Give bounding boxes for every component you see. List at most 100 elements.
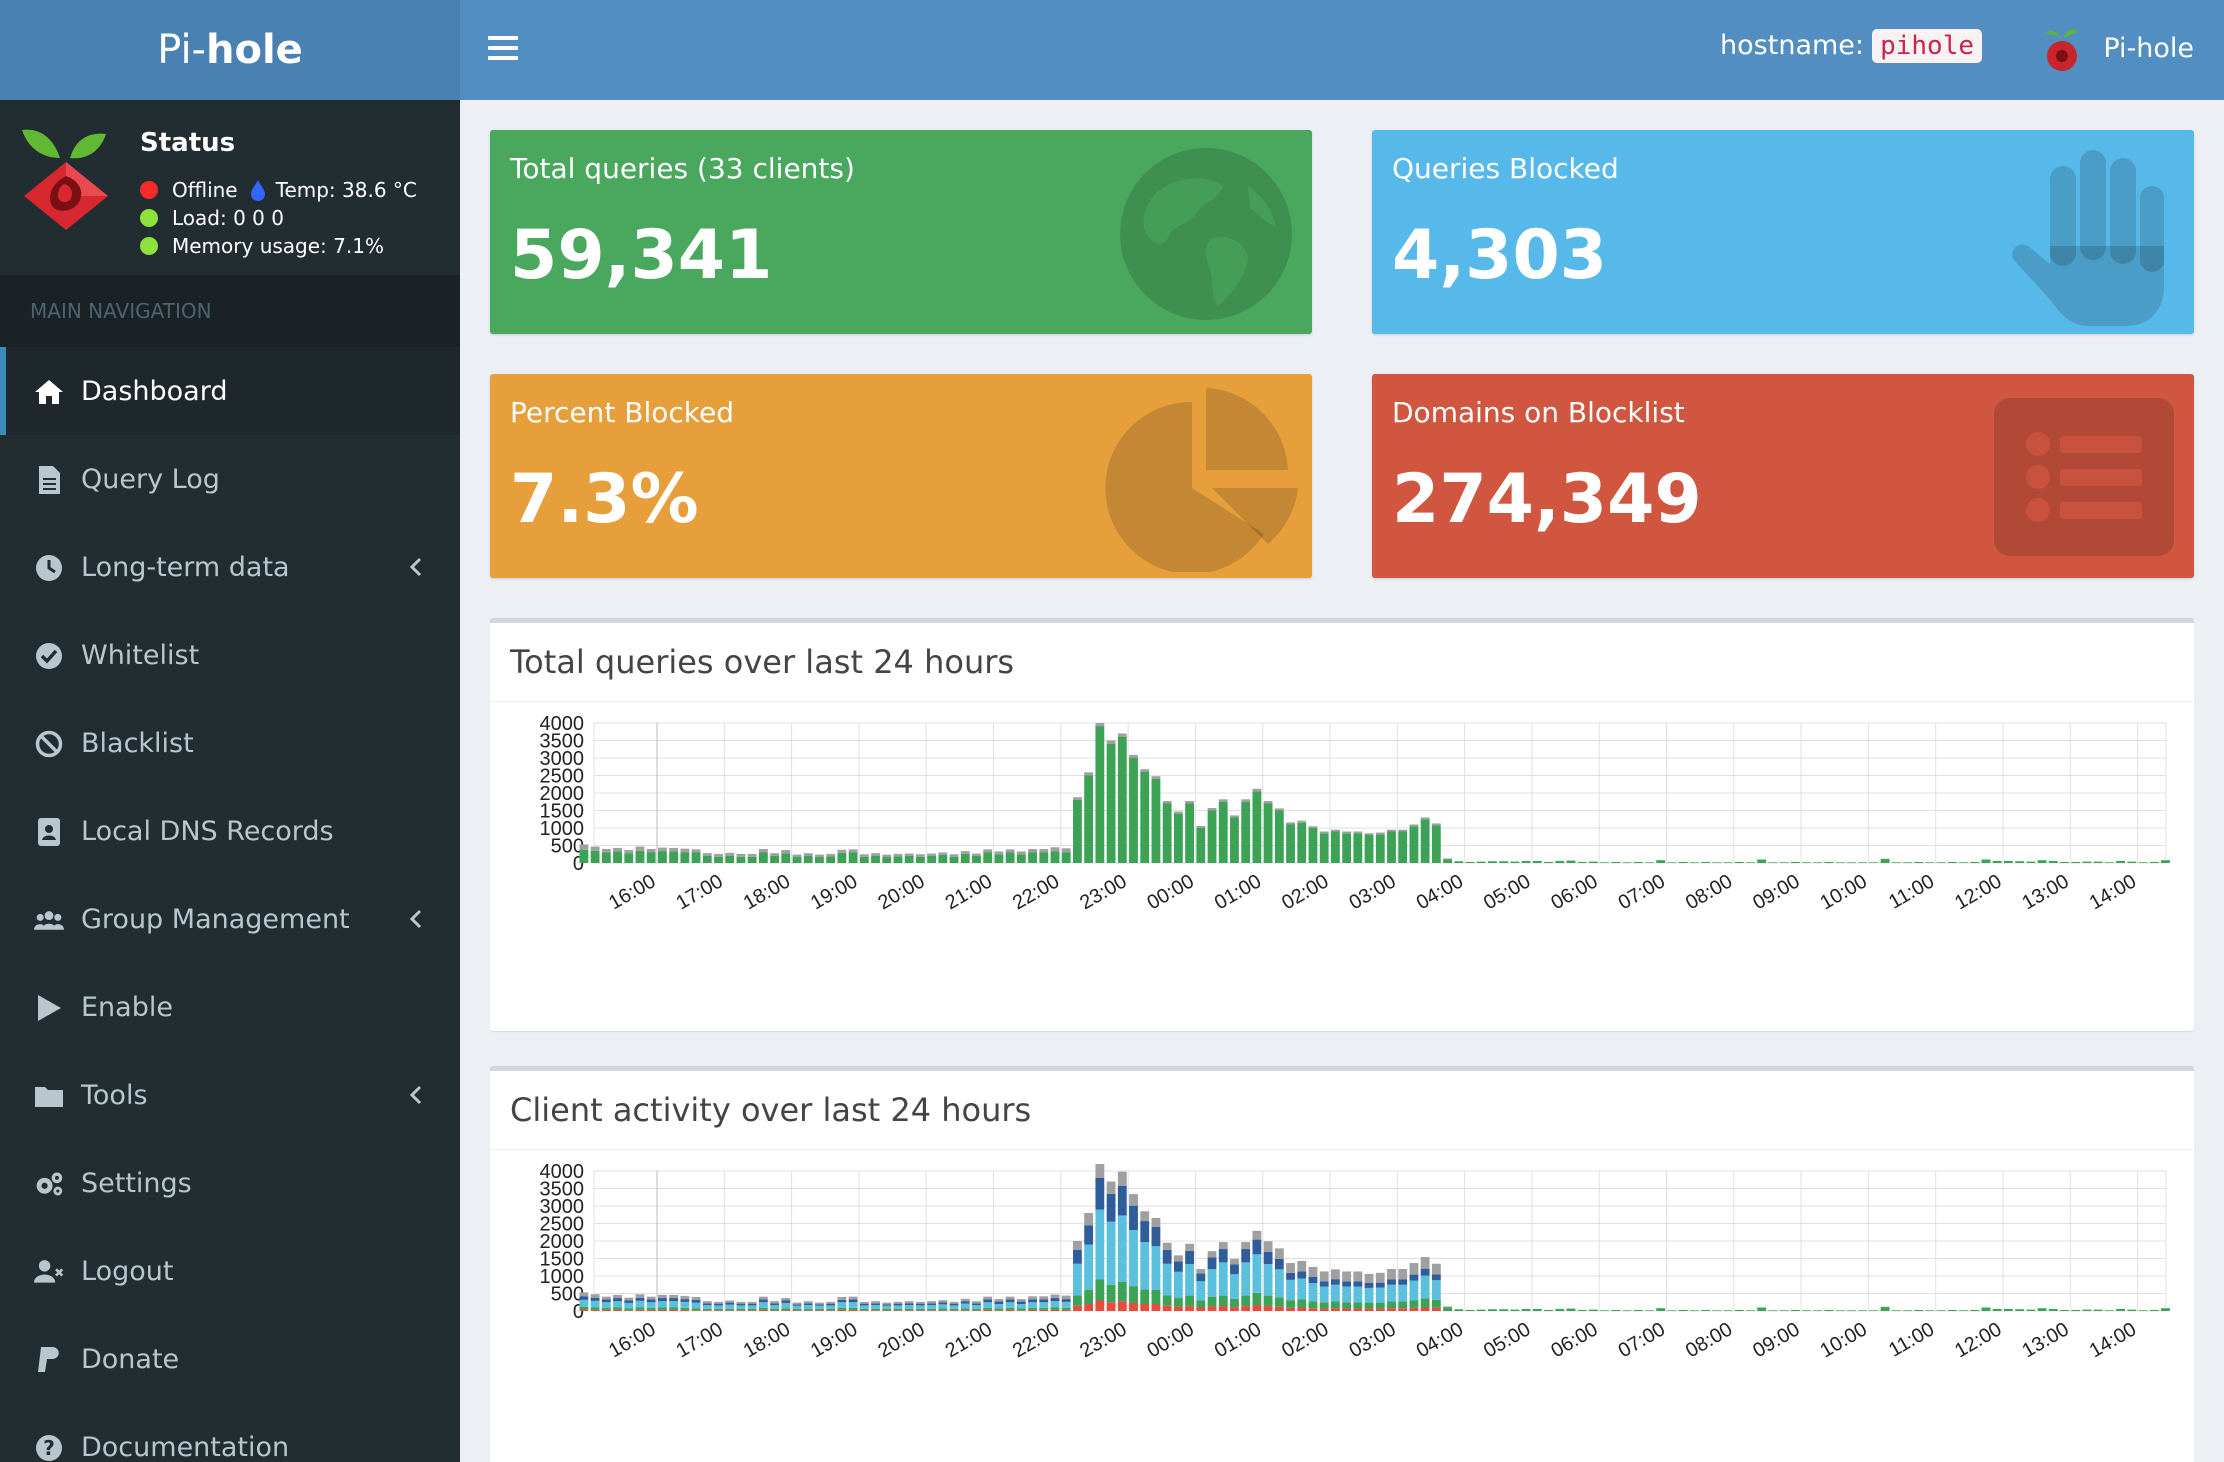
chevron-left-icon[interactable] <box>410 1085 422 1105</box>
chart-bar <box>815 854 824 858</box>
chart-bar <box>1353 833 1363 863</box>
x-tick-label: 11:00 <box>1885 870 1938 913</box>
chart-bar <box>803 853 813 856</box>
chart-bar <box>1106 1221 1116 1285</box>
sidebar-item-settings[interactable]: Settings <box>0 1139 460 1227</box>
sidebar-item-long-term-data[interactable]: Long-term data <box>0 523 460 611</box>
sidebar-item-documentation[interactable]: ? Documentation <box>0 1403 460 1462</box>
chart-bar <box>1544 1309 1553 1311</box>
chart-bar <box>1095 1164 1105 1178</box>
sidebar-item-local-dns-records[interactable]: Local DNS Records <box>0 787 460 875</box>
address-book-icon <box>38 818 60 846</box>
chart-bar <box>1678 861 1688 863</box>
chart-bar <box>1106 740 1116 744</box>
pihole-user-icon[interactable] <box>2040 24 2084 74</box>
x-tick-label: 06:00 <box>1547 870 1601 914</box>
sidebar-toggle-icon[interactable] <box>488 30 518 70</box>
chart-bar <box>1173 1298 1183 1307</box>
chart-bar <box>669 1298 679 1302</box>
chart-bar <box>613 1298 622 1302</box>
chart-bar <box>1084 1290 1094 1304</box>
x-tick-label: 16:00 <box>605 870 659 914</box>
x-tick-label: 16:00 <box>605 1318 659 1362</box>
queries-blocked-box[interactable]: Queries Blocked 4,303 <box>1372 130 2194 334</box>
chart-bar <box>1342 833 1352 863</box>
chart-bar <box>1510 861 1520 863</box>
sidebar-item-whitelist[interactable]: Whitelist <box>0 611 460 699</box>
total-queries-box[interactable]: Total queries (33 clients) 59,341 <box>490 130 1312 334</box>
chart-bar <box>1274 1297 1284 1307</box>
chart-bar <box>601 852 611 863</box>
chart-bar <box>938 1308 948 1311</box>
chart-bar <box>1746 862 1755 863</box>
chart-bar <box>1387 1279 1396 1285</box>
chart-bar <box>983 1302 993 1308</box>
chart-bar <box>1173 1261 1183 1272</box>
x-tick-label: 14:00 <box>2086 870 2140 914</box>
chart-bar <box>1880 858 1890 863</box>
chart-bar <box>1117 1301 1127 1311</box>
chart-bar <box>826 1310 836 1311</box>
x-tick-label: 23:00 <box>1076 870 1130 914</box>
chevron-left-icon[interactable] <box>410 557 422 577</box>
chart-bar <box>1061 852 1071 863</box>
chart-bar <box>882 854 892 858</box>
chart-bar <box>1611 861 1621 863</box>
chart-bar <box>915 1303 925 1306</box>
chart-bar <box>1566 1308 1576 1311</box>
chevron-left-icon[interactable] <box>410 909 422 929</box>
chart-bar <box>983 1307 993 1310</box>
chart-bar <box>994 1304 1004 1309</box>
sidebar-item-dashboard[interactable]: Dashboard <box>0 347 460 435</box>
sidebar-item-label: Whitelist <box>81 639 200 671</box>
chart-bar <box>1454 861 1464 863</box>
chart-bar <box>994 1308 1004 1311</box>
chart-bar <box>1106 1302 1116 1311</box>
chart-bar <box>2116 1308 2125 1311</box>
x-tick-label: 08:00 <box>1682 1318 1736 1362</box>
chart-bar <box>949 1305 959 1309</box>
temperature-icon <box>250 180 265 201</box>
x-tick-label: 23:00 <box>1076 1318 1130 1362</box>
chart-bar <box>792 1308 802 1311</box>
domains-blocklist-box[interactable]: Domains on Blocklist 274,349 <box>1372 374 2194 578</box>
chart-bar <box>1364 833 1374 835</box>
chart-bar <box>1319 831 1329 834</box>
chart-bar <box>915 854 925 857</box>
chart-bar <box>646 1302 656 1308</box>
sidebar-item-tools[interactable]: Tools <box>0 1051 460 1139</box>
brand-logo[interactable]: Pi-hole <box>0 0 460 100</box>
chart-bar <box>1263 1295 1273 1307</box>
sidebar-item-donate[interactable]: Donate <box>0 1315 460 1403</box>
chart-bar <box>725 1310 735 1311</box>
chart-bar <box>1185 1306 1194 1311</box>
chart-bar <box>2082 861 2092 863</box>
sidebar-item-enable[interactable]: Enable <box>0 963 460 1051</box>
chart-bar <box>826 853 836 857</box>
sidebar-item-query-log[interactable]: Query Log <box>0 435 460 523</box>
status-memory-line: Memory usage: 7.1% <box>140 234 384 258</box>
chart-bar <box>803 1301 813 1304</box>
chart-bar <box>1521 1308 1531 1311</box>
user-name[interactable]: Pi-hole <box>2103 33 2194 64</box>
sidebar-item-blacklist[interactable]: Blacklist <box>0 699 460 787</box>
chart-bar <box>972 856 981 863</box>
chart-bar <box>1218 1306 1228 1311</box>
x-tick-label: 01:00 <box>1211 870 1265 914</box>
percent-blocked-box[interactable]: Percent Blocked 7.3% <box>490 374 1312 578</box>
chart-bar <box>1286 822 1295 825</box>
chart-bar <box>927 1305 937 1309</box>
chart-bar <box>1353 1308 1363 1311</box>
chart-bar <box>1005 1302 1015 1308</box>
chart-bar <box>1835 1310 1845 1311</box>
sidebar-item-group-management[interactable]: Group Management <box>0 875 460 963</box>
x-tick-label: 21:00 <box>942 870 996 914</box>
chart-bar <box>1319 1286 1329 1303</box>
x-tick-label: 09:00 <box>1749 870 1803 914</box>
chart-bar <box>2127 861 2137 863</box>
status-connection-line: Offline Temp: 38.6 °C <box>140 178 417 202</box>
chart-bar <box>871 853 880 856</box>
chart-bar <box>1162 803 1172 863</box>
sidebar-item-logout[interactable]: Logout <box>0 1227 460 1315</box>
chart-bar <box>1331 1308 1340 1311</box>
